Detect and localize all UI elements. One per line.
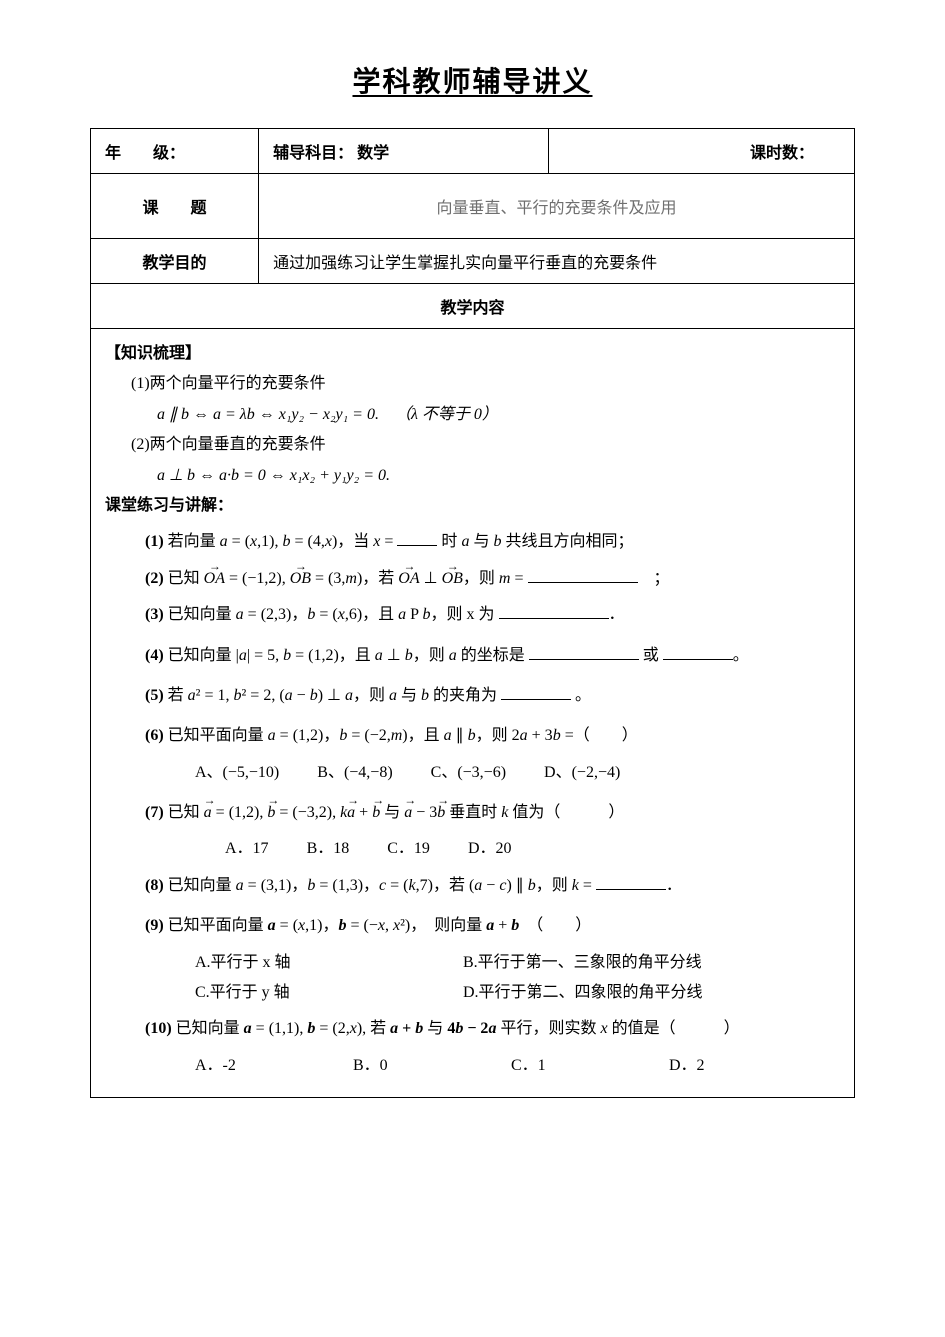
exercise-heading: 课堂练习与讲解： (105, 497, 233, 514)
content-cell: 【知识梳理】 (1)两个向量平行的充要条件 a ∥ b ⇔ a = λb ⇔ x… (91, 329, 855, 1098)
q7-opt-a: A．17 (225, 834, 269, 864)
q10-opt-a: A．-2 (195, 1051, 315, 1081)
knowledge-item2-label: (2)两个向量垂直的充要条件 (105, 430, 840, 460)
q9-opt-b: B.平行于第一、三象限的角平分线 (463, 948, 702, 978)
blank (397, 529, 437, 546)
q7-opt-d: D．20 (468, 834, 512, 864)
question-10: (10) 已知向量 a = (1,1), b = (2,x), 若 a + b … (105, 1014, 840, 1044)
question-7: (7) 已知 a = (1,2), b = (−3,2), ka + b 与 a… (105, 798, 840, 828)
question-6-options: A、(−5,−10) B、(−4,−8) C、(−3,−6) D、(−2,−4) (105, 758, 840, 788)
k1-note: （λ 不等于 0） (395, 406, 498, 423)
q9-opt-c: C.平行于 y 轴 (195, 978, 425, 1008)
blank (499, 602, 609, 619)
content-header: 教学内容 (91, 284, 855, 329)
subject-cell: 辅导科目： 数学 (259, 129, 549, 174)
topic-row: 课 题 向量垂直、平行的充要条件及应用 (91, 174, 855, 239)
knowledge-heading: 【知识梳理】 (105, 345, 201, 362)
page: 学科教师辅导讲义 年 级： 辅导科目： 数学 课时数： 课 题 向量垂直、平行的… (0, 0, 945, 1337)
question-8: (8) 已知向量 a = (3,1)，b = (1,3)，c = (k,7)，若… (105, 871, 840, 901)
blank (529, 643, 639, 660)
question-10-options: A．-2 B．0 C．1 D．2 (105, 1051, 840, 1081)
grade-label: 年 级： (105, 145, 185, 162)
page-title: 学科教师辅导讲义 (352, 67, 592, 98)
q10-opt-b: B．0 (353, 1051, 473, 1081)
subject-label: 辅导科目： (273, 145, 353, 162)
hours-label: 课时数： (750, 145, 814, 162)
question-3: (3) 已知向量 a = (2,3)，b = (x,6)，且 a P b，则 x… (105, 600, 840, 630)
topic-label: 课 题 (91, 174, 259, 239)
q9-opt-d: D.平行于第二、四象限的角平分线 (463, 978, 703, 1008)
objective-value: 通过加强练习让学生掌握扎实向量平行垂直的充要条件 (259, 239, 855, 284)
q7-opt-b: B．18 (307, 834, 350, 864)
grade-cell: 年 级： (91, 129, 259, 174)
content-row: 【知识梳理】 (1)两个向量平行的充要条件 a ∥ b ⇔ a = λb ⇔ x… (91, 329, 855, 1098)
hours-cell: 课时数： (549, 129, 855, 174)
knowledge-item1-label: (1)两个向量平行的充要条件 (105, 369, 840, 399)
question-4: (4) 已知向量 |a| = 5, b = (1,2)，且 a ⊥ b，则 a … (105, 641, 840, 671)
q7-opt-c: C．19 (387, 834, 430, 864)
header-row: 年 级： 辅导科目： 数学 课时数： (91, 129, 855, 174)
q6-opt-c: C、(−3,−6) (431, 758, 506, 788)
question-1: (1) 若向量 a = (x,1), b = (4,x)，当 x = 时 a 与… (105, 527, 840, 557)
q6-opt-b: B、(−4,−8) (317, 758, 392, 788)
q9-opt-a: A.平行于 x 轴 (195, 948, 425, 978)
question-9: (9) 已知平面向量 a = (x,1)，b = (−x, x²)， 则向量 a… (105, 911, 840, 941)
q6-opt-d: D、(−2,−4) (544, 758, 620, 788)
topic-value: 向量垂直、平行的充要条件及应用 (259, 174, 855, 239)
question-7-options: A．17 B．18 C．19 D．20 (105, 834, 840, 864)
blank (596, 873, 666, 890)
question-6: (6) 已知平面向量 a = (1,2)，b = (−2,m)，且 a ∥ b，… (105, 721, 840, 751)
main-table: 年 级： 辅导科目： 数学 课时数： 课 题 向量垂直、平行的充要条件及应用 教… (90, 128, 855, 1098)
k1-formula-text: a ∥ b ⇔ a = λb ⇔ x₁y₂ − x₂y₁ = 0. (157, 406, 379, 423)
blank (663, 643, 733, 660)
q6-opt-a: A、(−5,−10) (195, 758, 279, 788)
question-9-options: A.平行于 x 轴 B.平行于第一、三象限的角平分线 C.平行于 y 轴 D.平… (105, 948, 840, 1009)
q10-opt-d: D．2 (669, 1051, 705, 1081)
knowledge-item2-formula: a ⊥ b ⇔ a·b = 0 ⇔ x₁x₂ + y₁y₂ = 0. (105, 461, 840, 491)
blank (528, 566, 638, 583)
question-2: (2) 已知 OA = (−1,2), OB = (3,m)，若 OA ⊥ OB… (105, 564, 840, 594)
subject-value: 数学 (357, 145, 389, 162)
blank (501, 683, 571, 700)
objective-row: 教学目的 通过加强练习让学生掌握扎实向量平行垂直的充要条件 (91, 239, 855, 284)
title-wrap: 学科教师辅导讲义 (90, 60, 855, 100)
question-5: (5) 若 a² = 1, b² = 2, (a − b) ⊥ a，则 a 与 … (105, 681, 840, 711)
knowledge-item1-formula: a ∥ b ⇔ a = λb ⇔ x₁y₂ − x₂y₁ = 0. （λ 不等于… (105, 400, 840, 430)
objective-label: 教学目的 (91, 239, 259, 284)
q10-opt-c: C．1 (511, 1051, 631, 1081)
content-header-row: 教学内容 (91, 284, 855, 329)
